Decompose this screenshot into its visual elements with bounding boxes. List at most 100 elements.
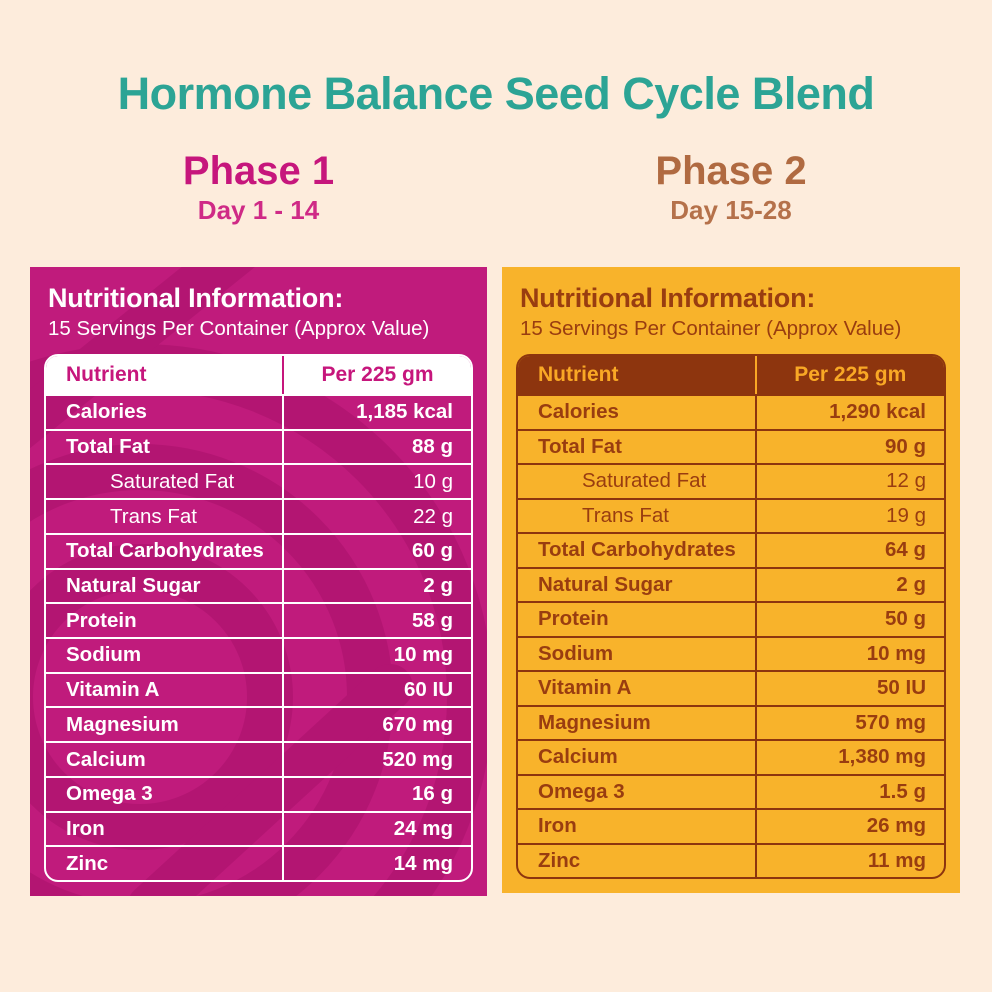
table-row: Trans Fat 22 g bbox=[46, 498, 471, 533]
row-label: Zinc bbox=[518, 844, 757, 877]
row-value: 64 g bbox=[884, 538, 926, 562]
table-row: Iron 26 mg bbox=[518, 808, 944, 843]
table-row: Vitamin A 50 IU bbox=[518, 670, 944, 705]
table-row: Omega 3 1.5 g bbox=[518, 773, 944, 808]
table-row: Calories 1,290 kcal bbox=[518, 394, 944, 429]
nutrition-table-phase-1: Nutrient Per 225 gm Calories 1,185 kcal Tota… bbox=[44, 354, 473, 882]
row-label: Calories bbox=[518, 396, 757, 429]
row-value: 570 mg bbox=[855, 710, 926, 734]
row-value: 14 mg bbox=[393, 851, 453, 875]
row-value: 50 g bbox=[884, 607, 926, 631]
table-row: Sodium 10 mg bbox=[46, 637, 471, 672]
header-cell-nutrient: Nutrient bbox=[46, 356, 284, 394]
row-label: Calcium bbox=[46, 743, 284, 776]
row-value: 60 IU bbox=[404, 678, 453, 702]
nutrition-table-phase-2: Nutrient Per 225 gm Calories 1,290 kcal Tota… bbox=[516, 354, 946, 879]
table-header-row: Nutrient Per 225 gm bbox=[46, 356, 471, 394]
row-value: 60 g bbox=[411, 539, 453, 563]
table-row: Total Carbohydrates 64 g bbox=[518, 532, 944, 567]
nutrition-info-title-phase-2: Nutritional Information: bbox=[520, 283, 816, 313]
row-value: 11 mg bbox=[867, 848, 926, 872]
table-row: Vitamin A 60 IU bbox=[46, 671, 471, 707]
table-row: Total Fat 90 g bbox=[518, 428, 944, 463]
row-label: Trans Fat bbox=[518, 499, 757, 532]
table-row: Trans Fat 19 g bbox=[518, 497, 944, 532]
row-value: 2 g bbox=[896, 572, 926, 596]
row-label: Saturated Fat bbox=[518, 465, 757, 498]
phase-2-heading: Phase 2 Day 15-28 bbox=[502, 150, 960, 226]
row-label: Omega 3 bbox=[518, 775, 757, 808]
row-value: 50 IU bbox=[877, 676, 926, 700]
phase-1-heading: Phase 1 Day 1 - 14 bbox=[30, 150, 487, 226]
table-row: Natural Sugar 2 g bbox=[518, 566, 944, 601]
row-value: 26 mg bbox=[866, 814, 926, 838]
table-row: Calcium 520 mg bbox=[46, 741, 471, 776]
table-row: Total Carbohydrates 60 g bbox=[46, 532, 471, 568]
row-value: 10 mg bbox=[393, 643, 453, 667]
row-label: Calories bbox=[46, 396, 284, 429]
phase-1-panel: Nutritional Information: 15 Servings Per… bbox=[30, 267, 487, 896]
row-value: 88 g bbox=[411, 435, 453, 459]
page-title: Hormone Balance Seed Cycle Blend bbox=[117, 68, 875, 119]
row-value: 22 g bbox=[413, 504, 453, 528]
row-label: Protein bbox=[46, 604, 284, 638]
row-label: Sodium bbox=[46, 639, 284, 672]
row-value: 24 mg bbox=[393, 816, 453, 840]
row-label: Protein bbox=[518, 603, 757, 636]
table-header-row: Nutrient Per 225 gm bbox=[518, 356, 944, 394]
row-value: 19 g bbox=[886, 503, 926, 527]
table-row: Protein 50 g bbox=[518, 601, 944, 636]
row-label: Vitamin A bbox=[46, 673, 284, 707]
header-cell-amount: Per 225 gm bbox=[794, 363, 907, 386]
phase-2-days: Day 15-28 bbox=[670, 195, 792, 225]
row-label: Omega 3 bbox=[46, 777, 284, 811]
table-row: Magnesium 570 mg bbox=[518, 704, 944, 739]
servings-subtitle-phase-2: 15 Servings Per Container (Approx Value) bbox=[520, 317, 902, 340]
table-row: Saturated Fat 12 g bbox=[518, 463, 944, 498]
header-cell-amount: Per 225 gm bbox=[321, 363, 434, 386]
row-label: Total Carbohydrates bbox=[46, 534, 284, 568]
row-label: Sodium bbox=[518, 637, 757, 670]
row-label: Total Fat bbox=[518, 430, 757, 463]
row-label: Iron bbox=[46, 812, 284, 846]
table-row: Calcium 1,380 mg bbox=[518, 739, 944, 774]
row-value: 1,380 mg bbox=[838, 745, 926, 769]
row-value: 12 g bbox=[886, 469, 926, 493]
table-row: Iron 24 mg bbox=[46, 810, 471, 846]
row-value: 10 g bbox=[413, 469, 453, 493]
table-row: Zinc 14 mg bbox=[46, 845, 471, 880]
row-value: 1,290 kcal bbox=[829, 400, 926, 424]
row-value: 90 g bbox=[884, 434, 926, 458]
table-row: Sodium 10 mg bbox=[518, 635, 944, 670]
table-row: Calories 1,185 kcal bbox=[46, 394, 471, 429]
header-cell-nutrient: Nutrient bbox=[518, 356, 757, 394]
row-label: Total Fat bbox=[46, 430, 284, 464]
table-row: Protein 58 g bbox=[46, 602, 471, 638]
row-label: Magnesium bbox=[518, 706, 757, 739]
phase-2-panel: Nutritional Information: 15 Servings Per… bbox=[502, 267, 960, 893]
row-label: Natural Sugar bbox=[46, 569, 284, 603]
phase-2-panel-content: Nutritional Information: 15 Servings Per… bbox=[502, 267, 960, 893]
row-label: Total Carbohydrates bbox=[518, 534, 757, 567]
row-label: Natural Sugar bbox=[518, 568, 757, 601]
phase-1-name: Phase 1 bbox=[182, 149, 335, 193]
row-label: Vitamin A bbox=[518, 672, 757, 705]
nutrition-info-title-phase-1: Nutritional Information: bbox=[48, 283, 344, 313]
table-row: Magnesium 670 mg bbox=[46, 706, 471, 742]
table-row: Saturated Fat 10 g bbox=[46, 463, 471, 499]
row-value: 1.5 g bbox=[879, 779, 926, 803]
row-value: 520 mg bbox=[382, 747, 453, 771]
row-value: 1,185 kcal bbox=[356, 400, 453, 424]
row-value: 2 g bbox=[423, 573, 453, 597]
servings-subtitle-phase-1: 15 Servings Per Container (Approx Value) bbox=[48, 317, 430, 340]
row-value: 58 g bbox=[411, 608, 453, 632]
table-row: Omega 3 16 g bbox=[46, 775, 471, 811]
table-row: Total Fat 88 g bbox=[46, 428, 471, 464]
row-label: Saturated Fat bbox=[46, 465, 284, 499]
table-row: Zinc 11 mg bbox=[518, 842, 944, 877]
row-label: Magnesium bbox=[46, 708, 284, 742]
phase-2-name: Phase 2 bbox=[655, 149, 807, 193]
row-label: Calcium bbox=[518, 741, 757, 774]
row-value: 10 mg bbox=[866, 641, 926, 665]
